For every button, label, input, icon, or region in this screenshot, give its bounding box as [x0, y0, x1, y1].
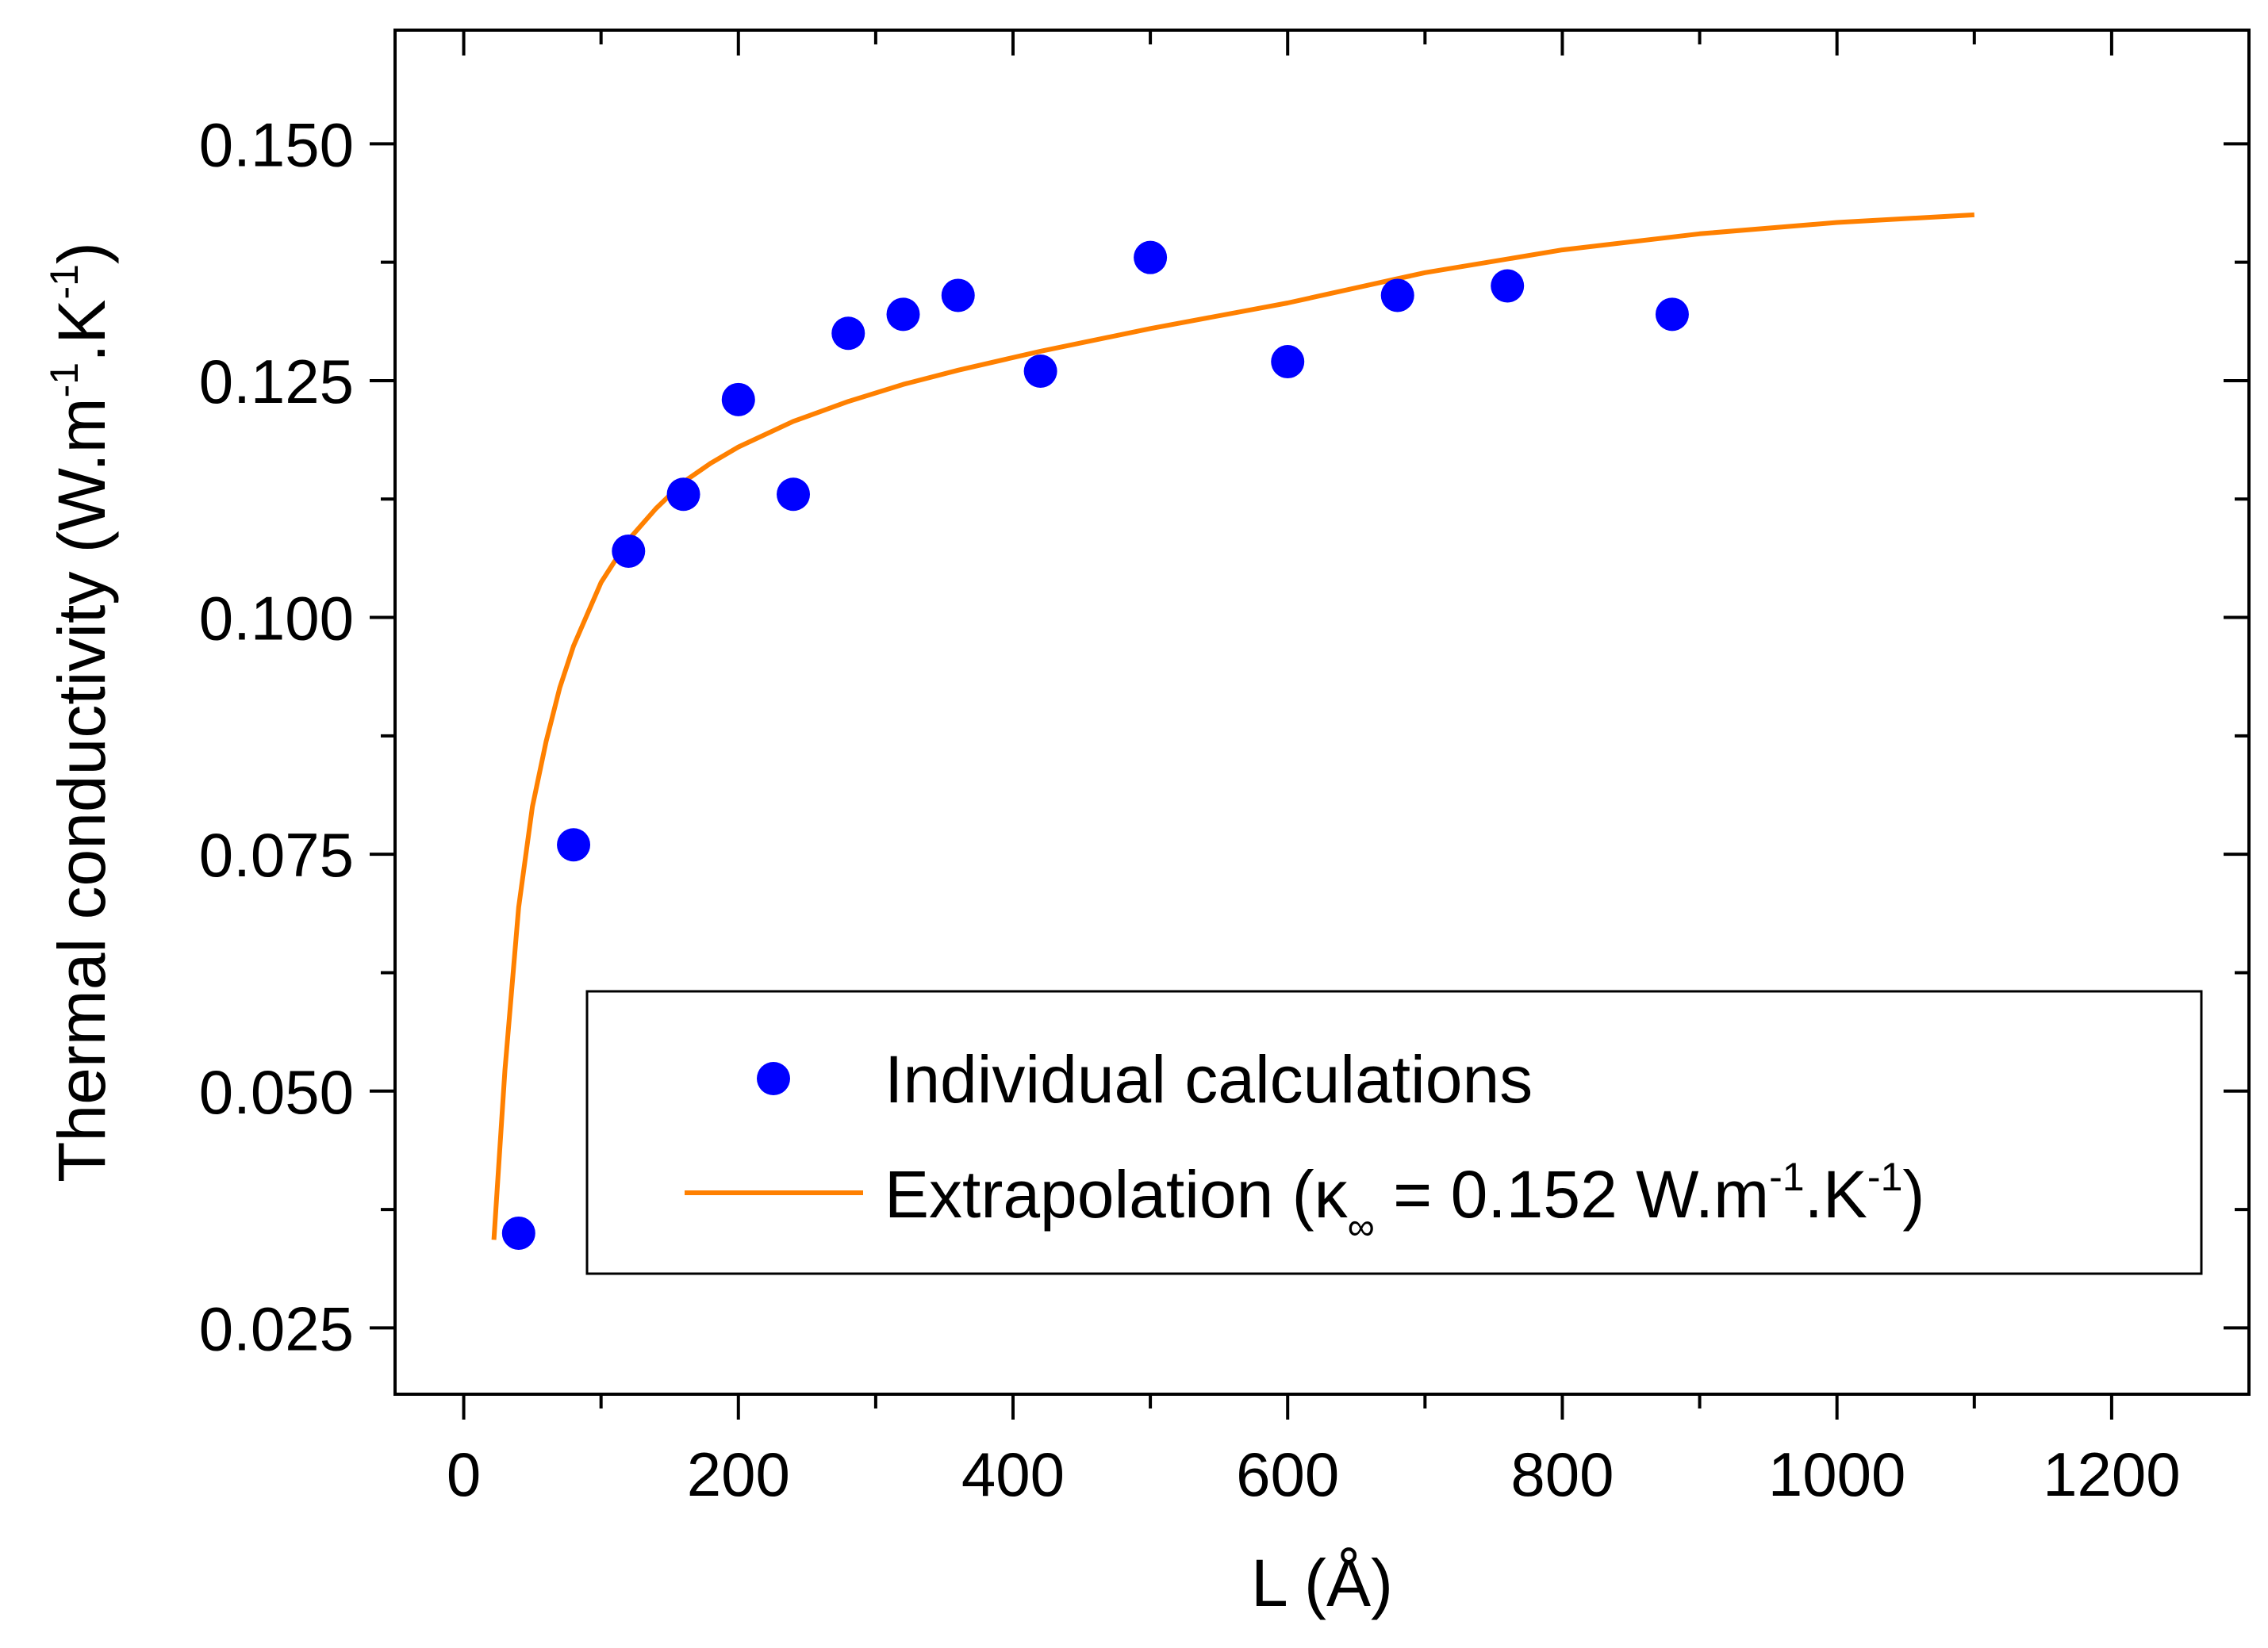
tick-labels: 0 200 400 600 800 1000 1200 0.025 0.050 0.075 0.10… [199, 109, 2181, 1509]
legend-label-scatter: Individual calculations [885, 1042, 1533, 1117]
data-point [1491, 269, 1525, 303]
y-axis-title-mid: .K [44, 300, 119, 362]
legend-line-mid: .K [1805, 1157, 1867, 1232]
data-point [886, 297, 920, 332]
data-point [612, 534, 646, 568]
x-tick-label: 800 [1510, 1439, 1614, 1509]
legend-line-sup2: -1 [1867, 1155, 1902, 1199]
y-axis-title-sup2: -1 [42, 264, 86, 299]
x-tick-label: 400 [961, 1439, 1065, 1509]
y-tick-label: 0.100 [199, 584, 354, 653]
x-tick-label: 1200 [2043, 1439, 2181, 1509]
legend-marker-scatter [757, 1062, 790, 1095]
plot-frame [393, 29, 2251, 1396]
y-axis-title-main: Thermal conductivity (W.m [44, 397, 119, 1182]
data-point [501, 1216, 535, 1250]
x-tick-label: 600 [1236, 1439, 1339, 1509]
data-point [777, 477, 811, 512]
data-point [1380, 278, 1414, 312]
x-tick-label: 1000 [1768, 1439, 1906, 1509]
legend-line-subscript: ∞ [1348, 1206, 1375, 1248]
extrapolation-line [491, 212, 1974, 1240]
x-axis-title: L (Å) [1251, 1546, 1393, 1620]
legend-line-value: = 0.152 W.m [1375, 1157, 1769, 1232]
axis-ticks [370, 30, 2249, 1420]
data-point [666, 477, 700, 512]
x-tick-label: 200 [687, 1439, 790, 1509]
data-point [1271, 345, 1305, 379]
legend-line-prefix: Extrapolation ( [885, 1157, 1314, 1232]
data-point [721, 382, 755, 416]
y-axis-title-sup1: -1 [42, 362, 86, 397]
data-point [941, 278, 975, 312]
y-tick-label: 0.075 [199, 820, 354, 890]
y-axis-title: Thermal conductivity (W.m-1.K-1) [42, 242, 119, 1182]
y-axis-title-close: ) [44, 242, 119, 264]
y-tick-label: 0.050 [199, 1057, 354, 1127]
legend-label-line: Extrapolation (κ∞ = 0.152 W.m-1.K-1) [885, 1155, 1925, 1248]
legend-line-symbol: κ [1314, 1157, 1349, 1232]
legend-line-close: ) [1902, 1157, 1925, 1232]
x-tick-label: 0 [447, 1439, 481, 1509]
y-tick-label: 0.125 [199, 347, 354, 416]
legend: Individual calculations Extrapolation (κ… [585, 990, 2203, 1275]
data-point [557, 828, 591, 862]
data-point [1655, 297, 1689, 332]
data-point [831, 316, 865, 351]
y-tick-label: 0.150 [199, 109, 354, 179]
data-point [1134, 240, 1168, 274]
legend-box [585, 990, 2203, 1275]
data-point [1023, 355, 1057, 388]
series-layer [491, 212, 1974, 1250]
y-tick-label: 0.025 [199, 1293, 354, 1363]
legend-line-sup1: -1 [1769, 1155, 1804, 1199]
